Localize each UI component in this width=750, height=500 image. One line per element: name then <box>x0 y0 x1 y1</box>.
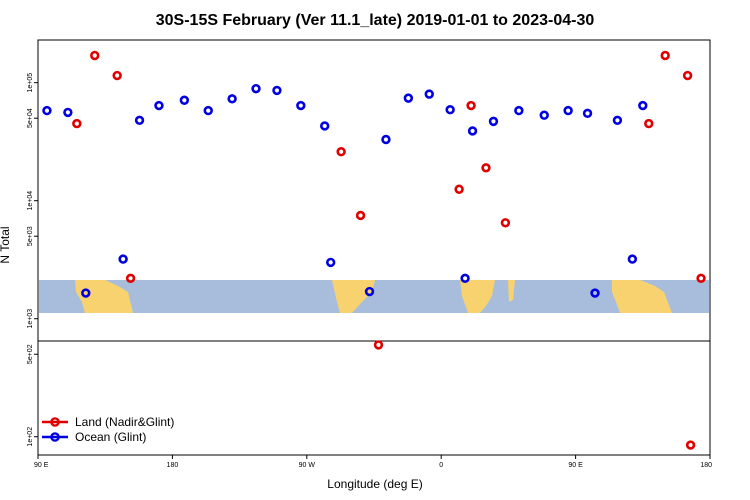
ocean-point-4 <box>134 115 145 126</box>
land-point-1 <box>90 50 100 61</box>
legend: Land (Nadir&Glint) Ocean (Glint) <box>42 415 174 444</box>
x-axis-label: Longitude (deg E) <box>327 477 422 491</box>
land-point-4 <box>336 147 346 157</box>
land-point-15 <box>685 440 696 450</box>
ocean-point-22 <box>514 105 524 116</box>
landmass-1 <box>332 280 375 313</box>
plot-frame <box>37 39 711 456</box>
ocean-point-14 <box>364 286 375 297</box>
data-points <box>42 50 706 450</box>
ocean-point-8 <box>227 94 237 104</box>
land-point-0 <box>72 118 82 129</box>
legend-ocean-label: Ocean (Glint) <box>75 430 146 444</box>
land-point-9 <box>481 163 491 173</box>
ocean-point-12 <box>320 121 330 131</box>
landmass-3 <box>508 280 515 302</box>
x-tick-label-1: 180 <box>167 462 179 469</box>
y-tick-label-3: 5e+03 <box>27 226 34 246</box>
ocean-band <box>39 280 709 313</box>
land-point-6 <box>373 340 384 350</box>
ocean-point-13 <box>325 257 336 268</box>
x-tick-label-4: 90 E <box>568 462 583 469</box>
ocean-point-7 <box>203 105 213 116</box>
land-point-2 <box>112 70 122 81</box>
ocean-point-0 <box>42 105 52 116</box>
land-point-7 <box>454 184 464 194</box>
ocean-point-11 <box>296 100 306 111</box>
ocean-point-9 <box>251 83 261 94</box>
ocean-point-18 <box>445 105 455 115</box>
x-tick-label-0: 90 E <box>34 462 49 469</box>
ocean-point-29 <box>638 100 648 111</box>
ocean-point-1 <box>63 107 73 118</box>
ocean-point-27 <box>612 115 623 126</box>
landmass-0 <box>75 280 133 313</box>
y-tick-label-5: 5e+02 <box>27 344 34 364</box>
legend-land-marker <box>50 417 60 427</box>
ocean-point-5 <box>154 100 164 111</box>
y-tick-label-0: 1e+05 <box>27 73 34 93</box>
ocean-point-20 <box>467 126 478 136</box>
land-point-13 <box>682 70 693 81</box>
y-tick-label-2: 1e+04 <box>27 191 34 211</box>
y-axis-label: N Total <box>0 226 12 263</box>
ocean-point-15 <box>381 134 391 145</box>
legend-land-label: Land (Nadir&Glint) <box>75 415 174 429</box>
ocean-point-28 <box>627 254 638 264</box>
y-tick-label-1: 5e+04 <box>27 108 34 128</box>
world-map-band <box>39 280 709 313</box>
ocean-point-10 <box>272 85 282 96</box>
ocean-point-2 <box>81 288 91 298</box>
ocean-point-17 <box>424 89 434 99</box>
land-point-3 <box>125 273 136 283</box>
x-tick-label-5: 180 <box>700 462 712 469</box>
land-point-8 <box>466 100 476 111</box>
land-point-5 <box>355 210 366 221</box>
land-point-12 <box>660 50 670 61</box>
landmass-4 <box>612 280 672 313</box>
y-tick-label-6: 1e+02 <box>27 427 34 447</box>
ocean-point-19 <box>460 273 470 283</box>
land-point-11 <box>644 118 654 129</box>
legend-ocean-marker <box>50 432 60 442</box>
ocean-point-16 <box>403 93 414 103</box>
land-point-10 <box>500 218 511 228</box>
ocean-point-21 <box>488 116 499 127</box>
ocean-point-24 <box>563 105 573 116</box>
y-tick-label-4: 1e+03 <box>27 309 34 329</box>
ocean-point-6 <box>179 95 190 105</box>
x-tick-label-2: 90 W <box>299 462 316 469</box>
x-axis: 90 E 180 90 W 0 90 E 180 <box>34 455 712 469</box>
y-axis: 1e+05 5e+04 1e+04 5e+03 1e+03 5e+02 1e+02 <box>27 73 38 447</box>
land-point-14 <box>696 273 706 283</box>
ocean-point-23 <box>539 110 549 120</box>
landmass-2 <box>460 280 495 313</box>
chart-title: 30S-15S February (Ver 11.1_late) 2019-01… <box>156 12 595 29</box>
ocean-point-3 <box>118 254 128 264</box>
x-tick-label-3: 0 <box>439 462 443 469</box>
ocean-point-26 <box>590 288 600 298</box>
ocean-point-25 <box>582 108 593 119</box>
